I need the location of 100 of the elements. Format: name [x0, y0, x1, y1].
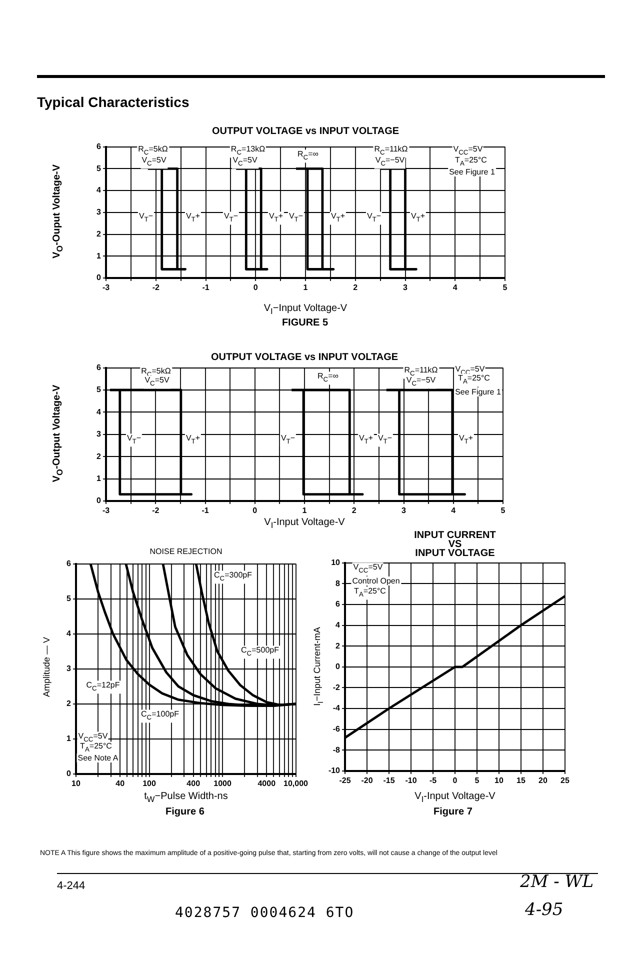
annotation: V$_{C}$=−5V [405, 376, 437, 388]
x-tick-label: 1 [303, 283, 308, 292]
x-tick-label: 20 [538, 776, 548, 786]
annotation: V$_{T}$− [222, 212, 240, 224]
y-tick-label: 1 [96, 251, 102, 260]
x-tick-label: 100 [142, 779, 156, 788]
annotation: V$_{C}$=5V [144, 376, 170, 388]
y-tick-label: 10 [331, 558, 341, 568]
y-tick-label: 6 [66, 559, 72, 568]
x-tick-label: -5 [429, 776, 438, 786]
y-tick-label: 6 [336, 600, 341, 609]
x-tick-label: -20 [361, 776, 374, 786]
caption: FIGURE 5 [282, 318, 328, 328]
x-tick-label: 2 [352, 506, 357, 516]
annotation: R$_{C}$=5kΩ [137, 144, 169, 158]
y-tick-label: 3 [96, 208, 102, 217]
x-axis-title: t$_{W}$−Pulse Width-ns [143, 791, 229, 804]
annotation: V$_{T}$+ [184, 434, 202, 446]
y-tick-label: 6 [96, 363, 102, 372]
annotation: Control Open [351, 576, 401, 586]
x-tick-label: 400 [186, 779, 201, 788]
x-tick-label: -10 [405, 776, 418, 786]
annotation: V$_{T}$− [280, 434, 296, 446]
chart-subtitle: INPUT CURRENT VS INPUT VOLTAGE [413, 530, 497, 559]
x-tick-label: 40 [116, 779, 126, 788]
annotation: V$_{T}$+ [184, 212, 202, 224]
annotation: V$_{T}$+ [410, 212, 426, 224]
x-tick-label: 5 [500, 506, 506, 516]
y-tick-label: 2 [96, 229, 102, 238]
annotation: V$_{T}$+ [268, 212, 284, 224]
x-tick-label: -15 [383, 776, 396, 786]
x-tick-label: 5 [474, 776, 480, 786]
x-tick-label: -2 [152, 283, 160, 292]
y-tick-label: 2 [96, 452, 102, 461]
x-tick-label: -3 [102, 283, 110, 292]
y-tick-label: -6 [332, 724, 341, 734]
annotation: V$_{C}$=5V [232, 156, 258, 168]
y-tick-label: 0 [66, 769, 72, 778]
annotation: T$_{A}$=25°C [353, 586, 387, 600]
y-tick-label: 0 [336, 662, 341, 672]
x-tick-label: 10,000 [284, 779, 309, 788]
y-tick-label: 4 [96, 186, 102, 195]
x-tick-label: 2 [353, 283, 358, 292]
annotation: V$_{T}$− [376, 434, 394, 446]
annotation: V$_{T}$− [288, 212, 304, 224]
x-tick-label: 10 [494, 776, 504, 786]
caption: Figure 7 [434, 806, 472, 818]
y-tick-label: -10 [328, 766, 341, 776]
annotation: See Figure 1 [448, 168, 496, 176]
text: 2M - WL [520, 872, 594, 892]
y-tick-label: -8 [332, 745, 341, 754]
x-tick-label: -2 [152, 506, 160, 516]
y-tick-label: 5 [66, 594, 72, 604]
y-tick-label: 5 [96, 164, 102, 173]
y-tick-label: -4 [332, 704, 341, 713]
y-tick-label: 2 [336, 641, 341, 650]
y-tick-label: 3 [66, 664, 72, 674]
text: 4028757 0004624 6TO [175, 905, 354, 921]
chart-subtitle: OUTPUT VOLTAGE vs INPUT VOLTAGE [210, 126, 400, 137]
y-tick-label: 3 [96, 430, 102, 439]
x-tick-label: 0 [253, 283, 258, 292]
x-axis-title: V$_{I}$-Input Voltage-V [263, 517, 346, 530]
x-tick-label: 3 [403, 283, 408, 292]
y-tick-label: 8 [336, 578, 341, 588]
y-tick-label: -2 [332, 682, 341, 692]
y-tick-label: 4 [96, 407, 102, 416]
y-tick-label: 6 [96, 142, 102, 152]
y-tick-label: 0 [96, 273, 102, 282]
annotation: See Figure 1 [454, 388, 502, 396]
annotation: R$_{C}$=11kΩ [373, 144, 409, 158]
x-tick-label: 0 [252, 506, 258, 516]
y-tick-label: 4 [336, 620, 341, 630]
x-tick-label: 4000 [258, 779, 276, 788]
x-tick-label: -1 [202, 283, 210, 292]
annotation: C$_{C}$=500pF [240, 646, 280, 658]
annotation: R$_{C}$=13kΩ [230, 144, 266, 158]
x-tick-label: 4 [451, 506, 456, 516]
x-tick-label: -3 [102, 506, 110, 516]
x-tick-label: 4 [452, 283, 458, 292]
annotation: T$_{A}$=25°C [454, 156, 488, 168]
annotation: V$_{T}$− [366, 212, 382, 224]
chart-subtitle: OUTPUT VOLTAGE vs INPUT VOLTAGE [210, 352, 400, 363]
x-tick-label: -1 [202, 506, 210, 516]
y-tick-label: 1 [66, 734, 72, 744]
caption: Figure 6 [166, 806, 204, 818]
annotation: T$_{A}$=25°C [79, 742, 113, 754]
x-tick-label: 3 [402, 506, 407, 516]
annotation: C$_{C}$=12pF [85, 680, 121, 694]
annotation: V$_{CC}$=5V [78, 732, 108, 744]
x-axis-title: V$_{I}$−Input Voltage-V [262, 303, 348, 316]
annotation: V$_{C}$=5V [140, 156, 168, 168]
y-tick-label: 4 [66, 629, 72, 638]
x-axis-title: V$_{I}$-Input Voltage-V [414, 791, 496, 804]
annotation: V$_{T}$+ [358, 434, 374, 446]
annotation: R$_{C}$=11kΩ [404, 366, 438, 378]
x-tick-label: 25 [560, 776, 570, 786]
annotation: V$_{T}$+ [458, 434, 474, 446]
text: 4-244 [57, 880, 86, 892]
x-tick-label: -25 [339, 776, 352, 786]
x-tick-label: 0 [452, 776, 458, 786]
